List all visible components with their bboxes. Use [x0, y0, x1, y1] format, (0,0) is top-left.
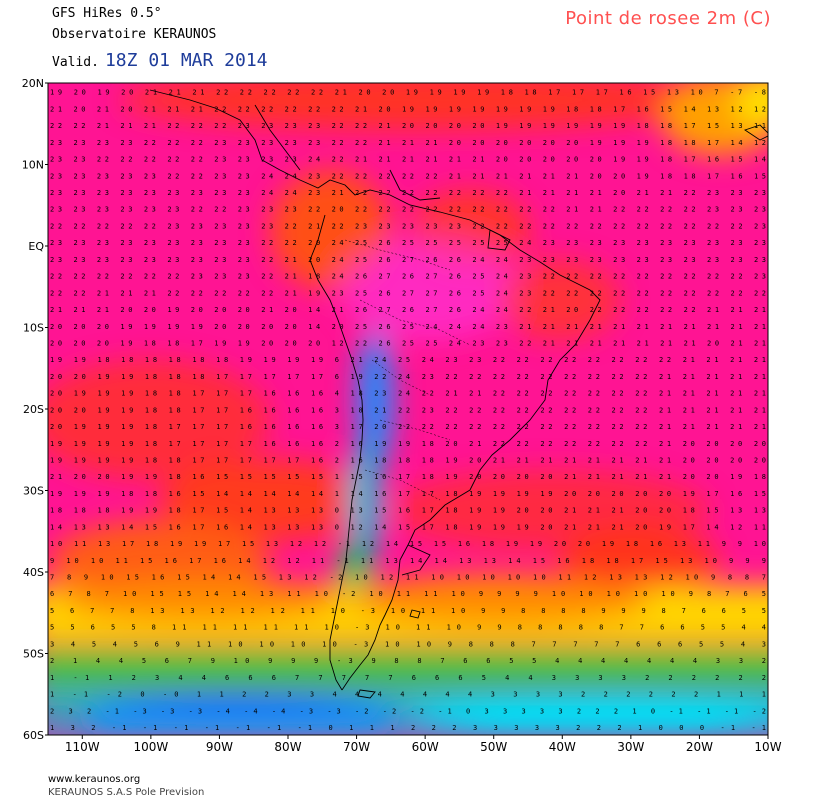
map-title: Point de rosee 2m (C): [565, 8, 771, 29]
lat-tick-label: 10S: [23, 322, 44, 335]
lon-tick-label: 100W: [133, 740, 168, 754]
grid-value-row: 19 20 19 20 21 21 21 22 22 22 22 22 21 2…: [50, 89, 766, 97]
lon-ticks: 110W 100W 90W 80W 70W 60W 50W 40W 30W 20W 10W: [65, 735, 782, 754]
grid-value-row: 21 20 20 19 19 18 16 15 15 15 15 15 1 15…: [50, 473, 766, 481]
lat-tick-label: 50S: [23, 648, 44, 661]
lon-tick-label: 20W: [686, 740, 713, 754]
grid-value-row: 19 19 19 18 18 16 15 14 14 14 14 14 1 14…: [50, 490, 766, 498]
lon-tick-label: 90W: [206, 740, 233, 754]
lon-tick-label: 70W: [343, 740, 370, 754]
lat-tick-label: EQ: [28, 240, 44, 253]
grid-value-row: 2 1 4 4 5 6 7 9 10 9 9 9 -3 9 8 8 7 6 6 …: [50, 657, 766, 665]
valid-line: Valid. 18Z 01 MAR 2014: [52, 50, 268, 71]
site-url: www.keraunos.org: [48, 774, 141, 785]
lat-tick-label: 40S: [23, 566, 44, 579]
lon-tick-label: 40W: [549, 740, 576, 754]
grid-value-row: 20 20 19 19 18 18 17 17 16 16 16 16 3 18…: [50, 406, 766, 414]
borders: [344, 239, 471, 501]
lat-tick-label: 20S: [23, 403, 44, 416]
company-label: KERAUNOS S.A.S Pole Prevision: [48, 787, 205, 798]
grid-value-row: 19 19 19 19 18 17 17 17 17 16 16 16 2 16…: [50, 440, 766, 448]
lon-tick-label: 10W: [754, 740, 781, 754]
coastlines: [149, 89, 768, 699]
grid-value-row: 14 13 13 14 15 16 17 16 14 13 13 13 0 12…: [50, 523, 766, 531]
lon-tick-label: 80W: [274, 740, 301, 754]
observatory-label: Observatoire KERAUNOS: [52, 27, 217, 42]
model-label: GFS HiRes 0.5°: [52, 6, 162, 21]
lon-tick-label: 50W: [480, 740, 507, 754]
lat-tick-label: 20N: [22, 77, 44, 90]
grid-value-row: 18 18 18 19 19 18 17 15 14 13 13 13 0 13…: [50, 507, 766, 515]
lat-tick-label: 30S: [23, 485, 44, 498]
grid-value-row: 20 20 19 19 18 18 18 17 17 17 17 17 6 19…: [50, 373, 766, 381]
lon-tick-label: 60W: [412, 740, 439, 754]
grid-value-row: 3 4 5 4 5 6 9 11 10 10 10 10 -3 10 10 9 …: [50, 640, 766, 648]
lon-tick-label: 30W: [617, 740, 644, 754]
grid-value-row: 20 19 19 19 18 18 17 17 17 16 16 16 4 18…: [50, 390, 766, 398]
grid-value-row: 19 19 18 18 18 18 18 18 19 19 19 19 6 21…: [50, 356, 766, 364]
map-field: 19 20 19 20 21 21 21 22 22 22 22 22 21 2…: [48, 83, 768, 735]
grid-value-row: 7 8 9 10 15 16 15 14 14 15 13 12 -2 10 1…: [50, 574, 766, 582]
grid-value-row: 6 7 8 7 10 15 15 14 14 13 11 10 -2 10 11…: [50, 590, 766, 598]
grid-value-row: 5 5 6 5 5 8 11 11 11 11 11 10 -3 10 11 1…: [50, 624, 766, 632]
valid-label: Valid.: [52, 55, 99, 70]
valid-date: 18Z 01 MAR 2014: [104, 50, 268, 71]
grid-value-row: 19 19 19 19 18 18 17 17 17 17 17 16 2 16…: [50, 456, 766, 464]
grid-value-row: 20 19 19 19 18 17 17 17 16 16 16 16 3 17…: [50, 423, 766, 431]
lat-ticks: 20N 10N EQ 10S 20S 30S 40S 50S 60S: [22, 77, 48, 742]
lon-tick-label: 110W: [65, 740, 100, 754]
lat-tick-label: 10N: [22, 159, 44, 172]
lat-tick-label: 60S: [23, 729, 44, 742]
